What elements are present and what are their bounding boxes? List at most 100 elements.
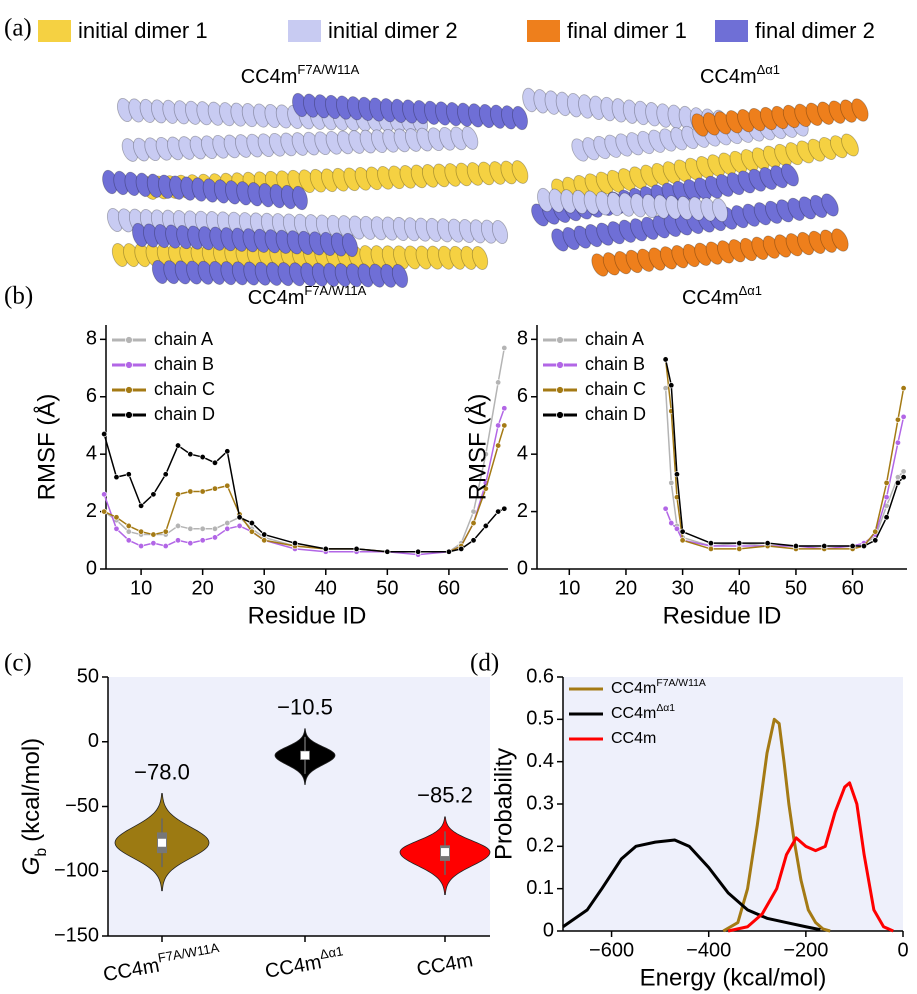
data-point [737,540,742,545]
data-point [151,540,156,545]
legend-label-part: CC4m [611,730,656,747]
chart-title-part: F7A/W11A [304,283,366,298]
data-point [200,489,205,494]
x-tick-label: 20 [192,577,214,599]
legend-label-part: chain D [585,404,646,424]
x-tick-label: 30 [671,577,693,599]
legend-label: final dimer 2 [755,18,875,43]
x-tick-label: −400 [686,939,731,961]
y-tick-label: 0.6 [526,665,554,687]
structure-title-part: CC4m [241,66,298,88]
data-point [895,474,900,479]
structure-title-part: CC4m [700,66,757,88]
y-tick-label: 6 [517,385,528,407]
x-tick-label: CC4mF7A/W11A [101,940,223,987]
data-point [175,443,180,448]
legend-label: initial dimer 1 [78,18,208,43]
x-tick-label: 0 [897,939,908,961]
data-point [901,385,906,390]
legend-marker [126,412,133,419]
data-point [175,523,180,528]
data-point [188,451,193,456]
data-point [212,526,217,531]
structure-title-part: F7A/W11A [297,62,359,77]
y-tick-label: 4 [517,442,528,464]
x-tick-label: 60 [841,577,863,599]
data-point [126,472,131,477]
y-tick-label: 0 [517,557,528,579]
data-point [151,492,156,497]
data-point [901,469,906,474]
data-point [850,543,855,548]
data-point [663,506,668,511]
y-axis-label: Gb(kcal/mol) [18,738,49,875]
data-point [663,357,668,362]
legend-label: chain B [585,354,645,374]
data-point [502,506,507,511]
legend-label: chain D [154,404,215,424]
data-point [471,538,476,543]
y-tick-label: −50 [65,795,99,817]
legend-label-part: chain C [154,379,215,399]
data-point [262,538,267,543]
x-tick-label: 50 [376,577,398,599]
series-line [666,359,904,548]
data-point [385,549,390,554]
legend-label: chain B [154,354,214,374]
y-tick-label: 8 [86,328,97,350]
data-point [101,509,106,514]
series-line [666,359,904,546]
helix [119,124,481,163]
data-point [292,540,297,545]
y-tick-label: 0 [88,730,99,752]
legend-label-part: chain A [585,329,644,349]
page: {"panel_labels": ["(a)", "(b)", "(c)", "… [0,0,917,994]
x-tick-label: 10 [130,577,152,599]
data-point [237,523,242,528]
legend-marker [557,362,564,369]
data-point [200,538,205,543]
x-tick-label: 20 [615,577,637,599]
x-axis-label: Residue ID [248,602,367,629]
y-tick-label: 0.4 [526,750,554,772]
data-point [446,549,451,554]
data-point [114,515,119,520]
legend-label: chain D [585,404,646,424]
data-point [175,492,180,497]
data-point [895,480,900,485]
y-axis-label: RMSF (Å) [463,394,491,501]
data-point [765,540,770,545]
data-point [895,417,900,422]
data-point [674,472,679,477]
y-axis-label-part: (kcal/mol) [18,738,45,842]
data-point [901,414,906,419]
legend-label: chain A [154,329,213,349]
data-point [163,472,168,477]
data-point [354,546,359,551]
y-axis-label: RMSF (Å) [32,394,60,501]
data-point [471,509,476,514]
chart-title: CC4mF7A/W11A [248,283,367,309]
legend-label-part: chain A [154,329,213,349]
data-point [114,474,119,479]
figure: (a)(b)(c)(d)initial dimer 1initial dimer… [0,0,917,994]
data-point [138,503,143,508]
data-point [459,546,464,551]
legend-label: chain C [585,379,646,399]
y-tick-label: 6 [86,385,97,407]
data-point [175,538,180,543]
legend-swatch [288,20,321,42]
legend-label-part: chain B [585,354,645,374]
legend-swatch [38,20,71,42]
data-point [873,538,878,543]
y-tick-label: 0.2 [526,835,554,857]
x-tick-label: 40 [728,577,750,599]
legend-swatch [715,20,748,42]
data-point [188,526,193,531]
x-tick-label: 40 [315,577,337,599]
x-tick-label-part: CC4m [102,955,162,987]
legend-marker [557,387,564,394]
chart-title-part: CC4m [682,287,739,309]
legend-label: final dimer 1 [567,18,687,43]
data-point [680,529,685,534]
